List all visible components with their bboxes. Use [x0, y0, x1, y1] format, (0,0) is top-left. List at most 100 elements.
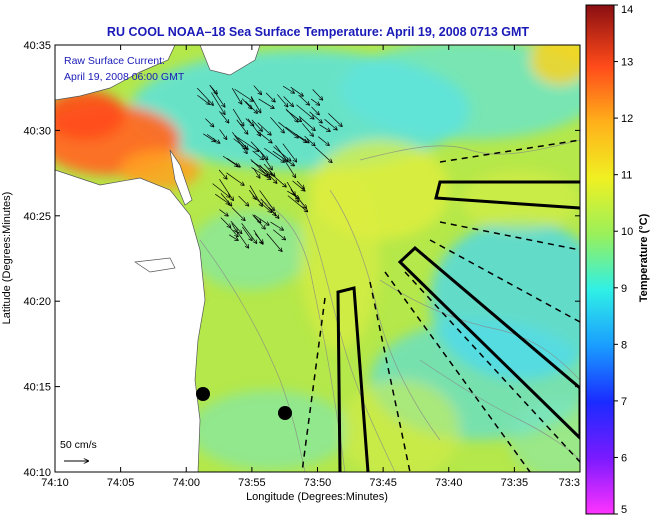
x-tick-label: 73:50	[304, 477, 332, 489]
colorbar-tick-label: 5	[621, 504, 627, 516]
current-vector	[257, 122, 271, 135]
box-north	[434, 180, 580, 210]
current-vector	[220, 193, 232, 205]
current-vector	[232, 131, 247, 153]
x-tick-label: 73:45	[369, 477, 397, 489]
colorbar-tick-label: 12	[621, 113, 633, 125]
colorbar-label: Temperature (°C)	[638, 213, 650, 302]
colorbar: 14 13 12 11 10 9 8 7 6 5 Temperature (°C)	[585, 4, 650, 516]
current-vector	[319, 124, 330, 132]
current-vector	[312, 89, 323, 100]
mooring-point-2	[278, 406, 292, 420]
x-tick-label: 73:40	[435, 477, 463, 489]
current-vector	[241, 223, 257, 243]
current-vector	[249, 189, 256, 199]
current-vector	[231, 88, 241, 104]
current-vector	[231, 207, 245, 221]
current-vector	[206, 134, 220, 143]
current-vector	[277, 94, 287, 106]
current-vector	[219, 179, 233, 200]
current-vector	[309, 111, 323, 123]
current-vector	[222, 155, 238, 166]
current-vector	[304, 135, 315, 145]
current-vector	[286, 110, 302, 121]
current-vector	[197, 87, 213, 105]
x-tick-label: 73:3	[559, 477, 580, 489]
current-vector	[260, 198, 276, 216]
current-vector	[263, 163, 275, 176]
current-vector	[212, 183, 230, 198]
current-vector	[234, 88, 253, 101]
current-vector	[328, 113, 342, 126]
x-tick-label: 74:10	[41, 477, 69, 489]
current-vector	[264, 147, 284, 162]
colorbar-tick-label: 8	[621, 339, 627, 351]
scale-label: 50 cm/s	[60, 439, 97, 451]
current-vector	[252, 150, 264, 160]
study-boxes	[336, 180, 580, 472]
current-vector	[241, 98, 252, 109]
current-vector	[250, 159, 268, 175]
current-vector	[284, 159, 295, 178]
current-vector	[252, 214, 260, 223]
current-vector	[268, 206, 279, 218]
current-vector	[278, 121, 298, 138]
y-tick-label: 40:25	[23, 211, 51, 223]
current-vector	[287, 190, 299, 198]
x-tick-label: 73:35	[501, 477, 529, 489]
y-tick-label: 40:20	[23, 296, 51, 308]
current-vector	[301, 123, 313, 136]
current-vector	[290, 188, 299, 202]
current-vector	[310, 98, 319, 105]
temperature-field	[55, 45, 580, 472]
y-tick-label: 40:30	[23, 125, 51, 137]
x-ticks: 74:10 74:05 74:00 73:55 73:50 73:45 73:40 73:35…	[41, 45, 581, 489]
x-axis-label: Longitude (Degrees:Minutes)	[246, 491, 388, 503]
colorbar-tick-label: 14	[621, 4, 633, 16]
current-vector	[282, 143, 297, 162]
current-vector	[219, 111, 228, 122]
current-vector	[292, 180, 305, 191]
current-vector	[247, 118, 260, 136]
current-vector	[238, 195, 249, 206]
y-tick-label: 40:15	[23, 382, 51, 394]
current-vector	[250, 141, 268, 160]
land	[55, 45, 261, 472]
current-vector	[266, 233, 282, 251]
colorbar-ticks: 14 13 12 11 10 9 8 7 6 5	[614, 4, 633, 516]
current-vector	[314, 146, 332, 162]
current-vector	[226, 172, 243, 185]
current-vector	[232, 108, 244, 126]
current-vector	[211, 92, 224, 115]
current-vector	[219, 209, 228, 216]
current-vector	[197, 94, 209, 104]
colorbar-tick-label: 7	[621, 396, 627, 408]
current-vector	[259, 164, 276, 183]
box-diagonal	[397, 245, 580, 441]
colorbar-gradient	[585, 4, 615, 515]
current-vector	[318, 136, 329, 146]
current-vector	[203, 133, 215, 142]
map-plot-area	[55, 45, 580, 472]
current-vector	[259, 190, 274, 210]
mooring-point-1	[196, 387, 210, 401]
colorbar-tick-label: 11	[621, 170, 632, 182]
current-vector	[282, 85, 294, 93]
current-vector	[205, 118, 213, 127]
x-tick-label: 74:00	[172, 477, 200, 489]
current-vector	[234, 135, 248, 149]
current-vector	[254, 233, 263, 244]
current-vector	[258, 98, 274, 108]
current-vector	[270, 221, 284, 230]
current-vector	[228, 234, 238, 240]
current-vector	[270, 117, 284, 132]
bathymetry-contours	[199, 139, 580, 472]
transect-lines	[301, 139, 580, 472]
current-vector	[242, 226, 252, 241]
current-vector	[283, 96, 294, 106]
current-vector	[272, 150, 294, 165]
current-vector	[215, 193, 229, 204]
surface-current-vectors	[197, 84, 342, 251]
current-vector	[273, 229, 285, 240]
current-vector	[218, 169, 227, 179]
